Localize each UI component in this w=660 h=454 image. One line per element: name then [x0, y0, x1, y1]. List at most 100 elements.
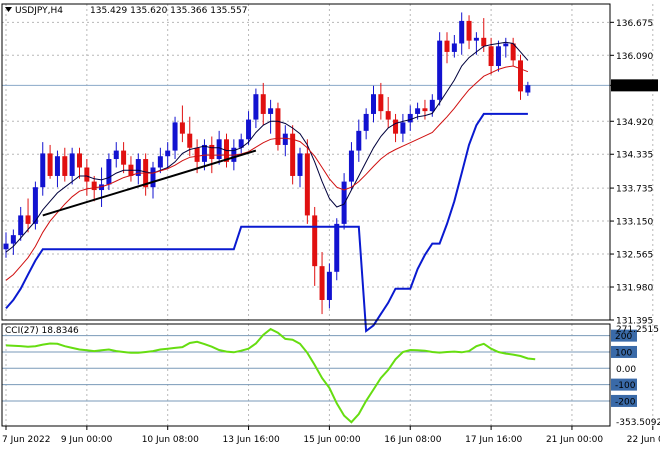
candle-body — [297, 153, 303, 176]
price-tick-label: 134.335 — [616, 151, 653, 161]
candle-body — [268, 108, 274, 114]
cci-level-label: -200 — [615, 397, 636, 407]
candle-body — [495, 46, 501, 67]
candle-body — [341, 181, 347, 224]
candle-body — [121, 150, 127, 165]
trendline — [42, 149, 257, 217]
candle-body — [179, 122, 185, 134]
candle-body — [77, 153, 82, 168]
candle-body — [459, 20, 465, 44]
time-tick-label: 10 Jun 08:00 — [142, 435, 199, 445]
candle-body — [47, 153, 53, 176]
time-tick-label: 9 Jun 00:00 — [61, 435, 113, 445]
axis-layer: 136.675 136.090 135.557 134.920 134.335 133.7… — [1, 3, 660, 445]
candle-body — [69, 153, 75, 176]
time-tick-label: 17 Jun 16:00 — [465, 435, 522, 445]
candle-body — [157, 156, 163, 168]
candle-body — [415, 108, 421, 114]
candle-body — [371, 94, 376, 114]
candle-body — [444, 40, 450, 52]
candle-body — [62, 156, 68, 176]
candle-body — [10, 235, 16, 244]
candle-body — [473, 37, 479, 41]
candle-body — [312, 215, 318, 267]
price-panel — [2, 12, 610, 333]
candle-body — [488, 46, 494, 67]
time-tick-label: 22 Jun 08:00 — [627, 435, 660, 445]
candle-body — [334, 223, 340, 272]
cci-min-label: -353.5092 — [616, 418, 660, 428]
candle-body — [319, 266, 325, 300]
envelope-line — [5, 112, 528, 333]
price-tick-label: 136.675 — [616, 19, 653, 29]
candle-body — [113, 150, 119, 160]
price-tick-label: 134.920 — [616, 118, 653, 128]
cci-panel-frame — [1, 323, 611, 427]
cci-level-badge — [611, 394, 637, 407]
price-tick-label: 133.150 — [616, 218, 653, 228]
time-tick-label: 21 Jun 00:00 — [546, 435, 603, 445]
time-tick-label: 13 Jun 16:00 — [223, 435, 280, 445]
candle-body — [135, 159, 141, 176]
candle-body — [422, 108, 428, 112]
cci-level-label: -100 — [615, 381, 636, 391]
price-tick-label: 136.090 — [616, 52, 653, 62]
candle-body — [356, 130, 362, 151]
price-tick-label: 132.565 — [616, 251, 653, 261]
candle-body — [518, 60, 523, 92]
candle-body — [304, 153, 310, 216]
cci-level-label: 100 — [615, 348, 632, 358]
ohlc-quote: 135.429 135.620 135.366 135.557 — [90, 6, 247, 16]
cci-panel — [2, 327, 610, 424]
price-panel-frame — [1, 3, 611, 321]
candle-body — [253, 94, 259, 120]
candle-body — [348, 150, 354, 182]
price-tick-label: 133.735 — [616, 185, 653, 195]
candle-body — [378, 94, 384, 112]
candle-body — [429, 99, 435, 112]
sma_fast-line — [5, 41, 529, 253]
candle-body — [3, 243, 9, 250]
candle-body — [525, 85, 531, 93]
candle-body — [165, 150, 171, 157]
candle-body — [172, 122, 178, 151]
candle-body — [437, 40, 443, 100]
candle-body — [194, 147, 200, 162]
candle-body — [40, 153, 46, 188]
cci-level-badge — [611, 378, 637, 391]
ema_slow-line — [5, 65, 529, 281]
time-tick-label: 15 Jun 00:00 — [303, 435, 360, 445]
current-price-label: 135.557 — [616, 82, 653, 92]
triangle-down-icon[interactable] — [5, 7, 12, 12]
candle-body — [216, 139, 222, 160]
current-price-badge — [611, 79, 658, 92]
candle-body — [54, 156, 60, 176]
symbol-label: USDJPY,H4 — [15, 6, 63, 16]
time-tick-label: 16 Jun 08:00 — [384, 435, 441, 445]
candle-body — [282, 133, 288, 145]
cci-level-badge — [611, 345, 637, 358]
candle-body — [326, 271, 332, 300]
candle-body — [260, 94, 266, 114]
candle-body — [150, 167, 156, 188]
candle-body — [25, 215, 31, 224]
cci-level-label: 0.00 — [616, 365, 636, 375]
candle-body — [451, 43, 457, 52]
cci-max-label: 271.2515 — [616, 325, 659, 335]
candle-body — [385, 111, 391, 120]
price-tick-label: 131.980 — [616, 284, 653, 294]
cci-line — [5, 327, 536, 424]
candle-body — [106, 159, 112, 185]
candle-body — [91, 181, 97, 191]
candle-body — [510, 43, 516, 61]
candle-body — [209, 144, 215, 160]
candle-body — [363, 113, 369, 131]
candle-body — [290, 133, 296, 176]
candle-body — [503, 43, 509, 47]
candle-body — [32, 187, 38, 224]
cci-level-badge — [611, 329, 637, 342]
candle-body — [99, 184, 105, 191]
